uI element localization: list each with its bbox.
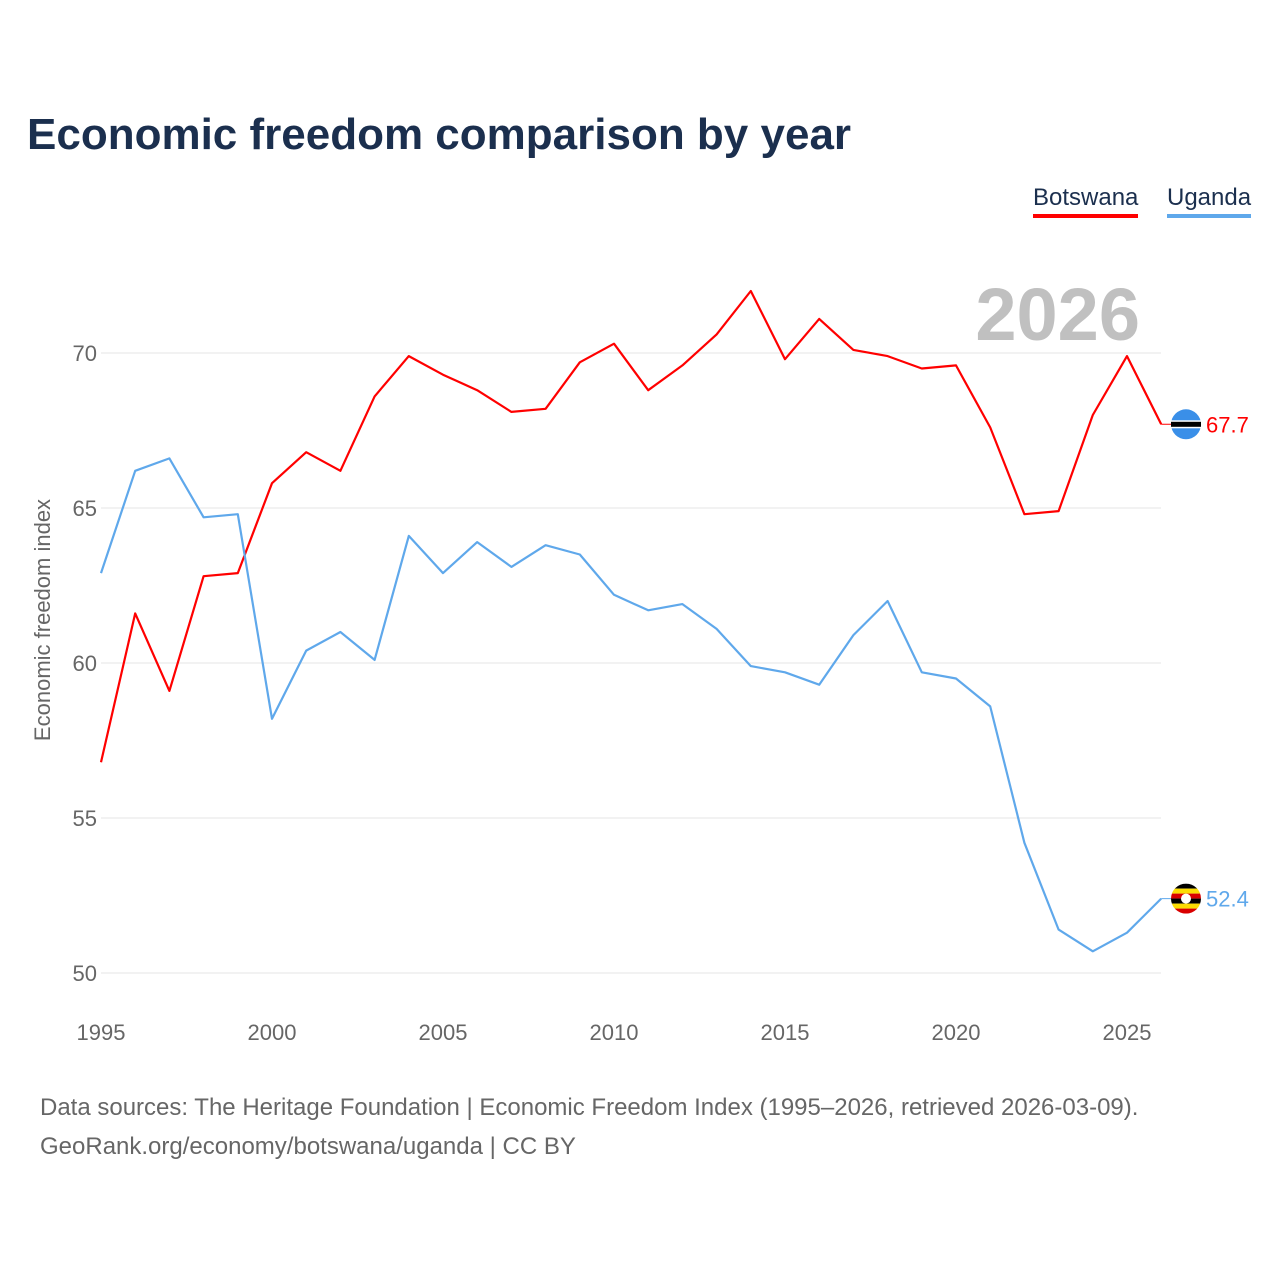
y-tick-label: 65: [73, 496, 97, 521]
chart-title: Economic freedom comparison by year: [27, 110, 852, 159]
x-tick-label: 2025: [1103, 1020, 1152, 1045]
end-value-label: 52.4: [1206, 887, 1249, 912]
x-tick-label: 2005: [419, 1020, 468, 1045]
end-value-label: 67.7: [1206, 412, 1249, 437]
x-tick-label: 1995: [77, 1020, 126, 1045]
footer: Data sources: The Heritage Foundation | …: [40, 1088, 1138, 1166]
footer-credit: GeoRank.org/economy/botswana/uganda | CC…: [40, 1133, 576, 1160]
flag-botswana-icon: [1171, 409, 1201, 440]
y-tick-label: 60: [73, 651, 97, 676]
footer-sources: Data sources: The Heritage Foundation | …: [40, 1094, 1139, 1121]
legend-uganda[interactable]: Uganda: [1167, 184, 1252, 218]
x-tick-label: 2020: [932, 1020, 981, 1045]
series-line-uganda: [99, 457, 1162, 953]
x-tick-label: 2010: [590, 1020, 639, 1045]
series-line-botswana: [99, 289, 1163, 763]
y-axis-label: Economic freedom index: [30, 499, 55, 741]
legend-botswana[interactable]: Botswana: [1033, 184, 1139, 218]
flag-uganda-icon: [1171, 883, 1201, 914]
y-tick-label: 70: [73, 341, 97, 366]
y-tick-label: 50: [73, 961, 97, 986]
x-tick-label: 2000: [248, 1020, 297, 1045]
x-tick-label: 2015: [761, 1020, 810, 1045]
year-watermark: 2026: [975, 273, 1140, 356]
y-tick-label: 55: [73, 806, 97, 831]
